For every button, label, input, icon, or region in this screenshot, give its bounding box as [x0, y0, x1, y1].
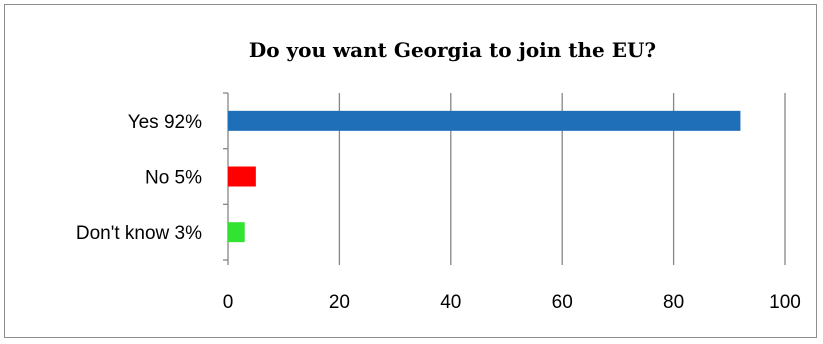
category-label: Yes 92% [128, 112, 202, 133]
bar [228, 166, 256, 187]
chart-frame [4, 4, 817, 338]
bar [228, 222, 245, 243]
x-tick-label: 0 [223, 292, 234, 313]
x-tick-label: 100 [769, 292, 801, 313]
x-tick-label: 60 [552, 292, 573, 313]
x-tick-label: 20 [329, 292, 350, 313]
category-label: No 5% [145, 168, 202, 189]
x-tick-label: 40 [440, 292, 461, 313]
chart-title: Do you want Georgia to join the EU? [248, 38, 657, 62]
x-tick-label: 80 [663, 292, 684, 313]
bar [228, 110, 741, 131]
category-label: Don't know 3% [76, 223, 202, 244]
